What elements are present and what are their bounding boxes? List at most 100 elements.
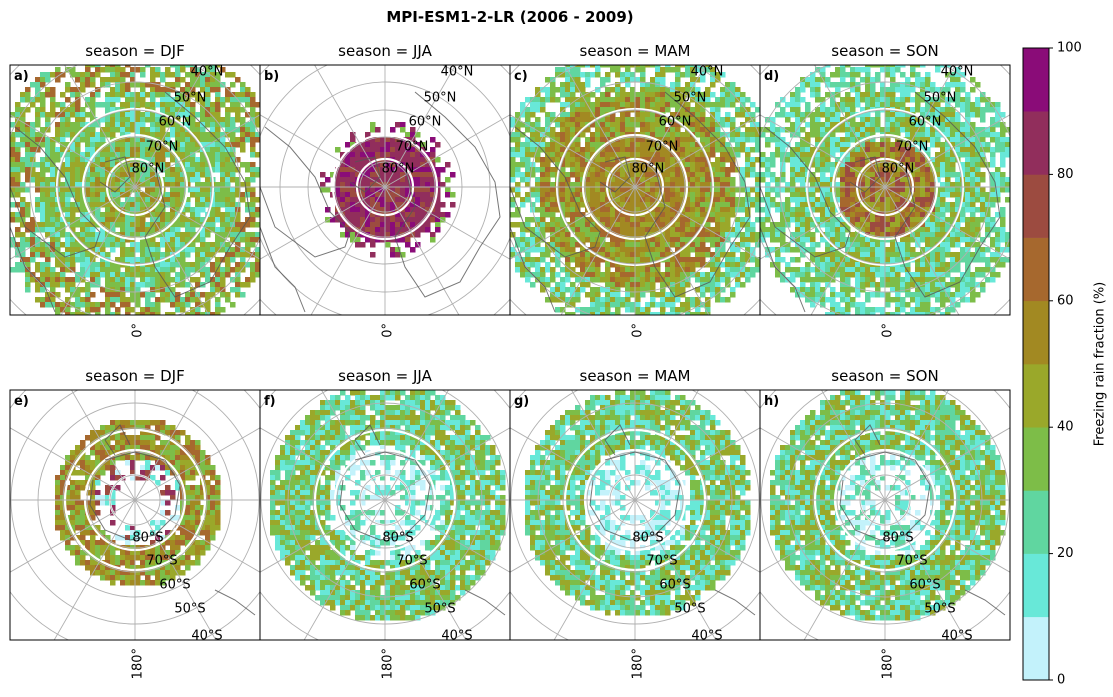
data-cell <box>80 137 86 143</box>
data-cell <box>680 257 686 263</box>
data-cell <box>760 137 766 143</box>
data-cell <box>695 162 701 168</box>
data-cell <box>535 257 541 263</box>
data-cell <box>20 187 26 193</box>
data-cell <box>620 127 626 133</box>
data-cell <box>500 137 506 143</box>
data-cell <box>495 172 501 178</box>
data-cell <box>700 232 706 238</box>
data-cell <box>275 207 281 213</box>
data-cell <box>660 252 666 258</box>
data-cell <box>525 112 531 118</box>
data-cell <box>175 202 181 208</box>
data-cell <box>575 212 581 218</box>
data-cell <box>170 232 176 238</box>
data-cell <box>115 297 121 303</box>
data-cell <box>95 212 101 218</box>
data-cell <box>725 82 731 88</box>
data-cell <box>195 192 201 198</box>
data-cell <box>530 167 536 173</box>
data-cell <box>640 227 646 233</box>
data-cell <box>670 192 676 198</box>
data-cell <box>365 192 371 198</box>
data-cell <box>680 97 686 103</box>
data-cell <box>215 117 221 123</box>
data-cell <box>225 292 231 298</box>
data-cell <box>635 97 641 103</box>
data-cell <box>250 132 256 138</box>
data-cell <box>150 332 156 338</box>
data-cell <box>675 222 681 228</box>
data-cell <box>135 197 141 203</box>
data-cell <box>210 217 216 223</box>
data-cell <box>585 82 591 88</box>
data-cell <box>410 152 416 158</box>
data-cell <box>40 212 46 218</box>
data-cell <box>635 287 641 293</box>
data-cell <box>370 137 376 143</box>
data-cell <box>45 142 51 148</box>
data-cell <box>15 217 21 223</box>
data-cell <box>690 157 696 163</box>
data-cell <box>370 202 376 208</box>
data-cell <box>130 137 136 143</box>
data-cell <box>415 157 421 163</box>
coastline <box>260 226 306 313</box>
data-cell <box>595 277 601 283</box>
data-cell <box>660 87 666 93</box>
data-cell <box>230 92 236 98</box>
data-cell <box>140 237 146 243</box>
data-cell <box>195 157 201 163</box>
data-cell <box>525 167 531 173</box>
data-cell <box>195 207 201 213</box>
data-cell <box>445 177 451 183</box>
data-cell <box>770 192 776 198</box>
data-cell <box>630 277 636 283</box>
data-cell <box>680 177 686 183</box>
data-cell <box>590 167 596 173</box>
data-cell <box>435 142 441 148</box>
data-cell <box>250 217 256 223</box>
data-cell <box>100 142 106 148</box>
data-cell <box>575 127 581 133</box>
data-cell <box>25 287 31 293</box>
data-cell <box>10 167 16 173</box>
data-cell <box>595 72 601 78</box>
data-cell <box>585 112 591 118</box>
data-cell <box>100 252 106 258</box>
data-cell <box>55 157 61 163</box>
data-cell <box>600 102 606 108</box>
data-cell <box>125 192 131 198</box>
data-cell <box>605 117 611 123</box>
data-cell <box>100 272 106 278</box>
data-cell <box>90 317 96 323</box>
data-cell <box>525 252 531 258</box>
data-cell <box>510 252 516 258</box>
data-cell <box>215 247 221 253</box>
data-cell <box>435 177 441 183</box>
data-cell <box>745 152 751 158</box>
data-cell <box>135 227 141 233</box>
data-cell <box>55 202 61 208</box>
data-cell <box>240 247 246 253</box>
data-cell <box>145 252 151 258</box>
data-cell <box>670 197 676 203</box>
data-cell <box>575 77 581 83</box>
data-cell <box>160 77 166 83</box>
data-cell <box>610 207 616 213</box>
data-cell <box>350 157 356 163</box>
data-cell <box>600 127 606 133</box>
data-cell <box>170 172 176 178</box>
data-cell <box>205 122 211 128</box>
data-cell <box>55 102 61 108</box>
data-cell <box>640 65 646 68</box>
data-cell <box>545 177 551 183</box>
data-cell <box>145 202 151 208</box>
data-cell <box>60 257 66 263</box>
data-cell <box>580 237 586 243</box>
data-cell <box>560 307 566 313</box>
data-cell <box>585 97 591 103</box>
data-cell <box>735 277 741 283</box>
data-cell <box>145 247 151 253</box>
data-cell <box>610 127 616 133</box>
